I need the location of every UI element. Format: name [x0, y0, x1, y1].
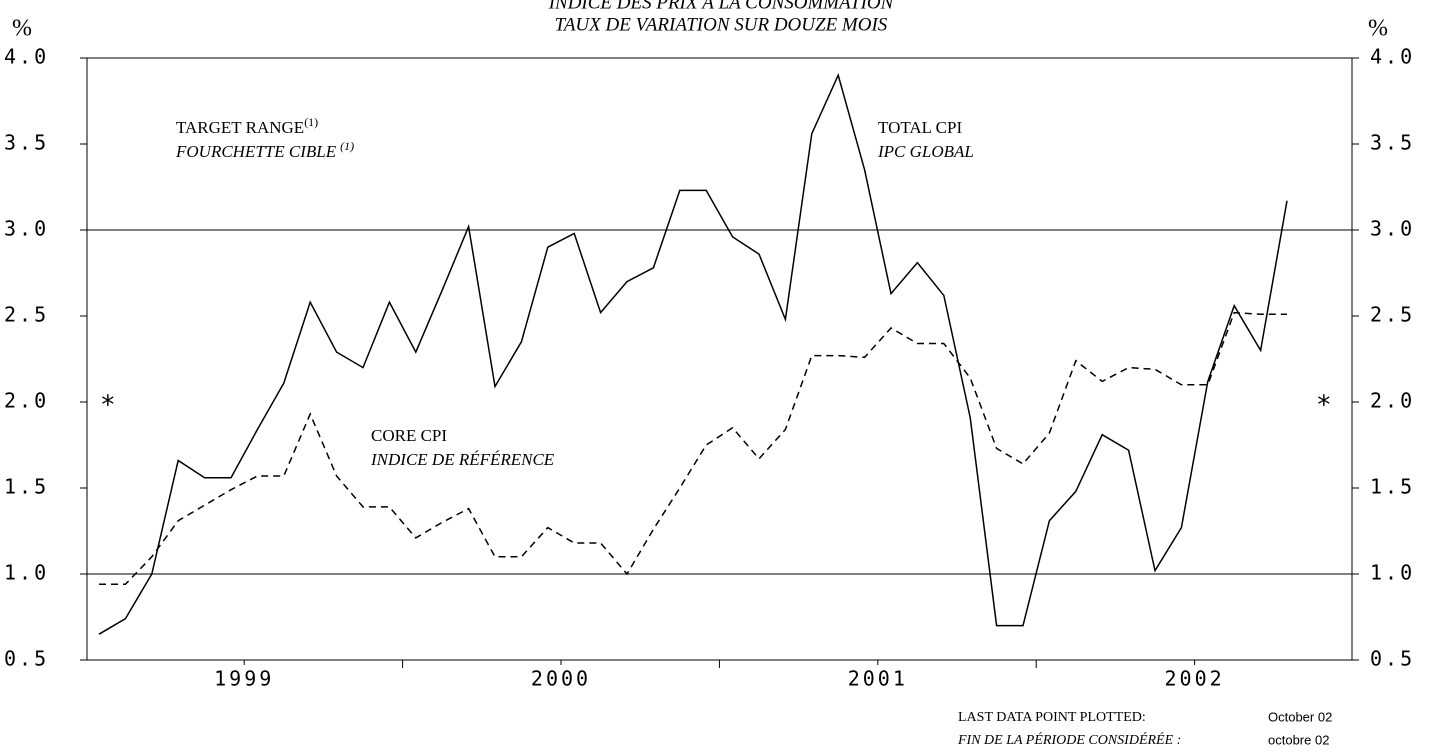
y-tick-label: 0.5: [4, 647, 49, 671]
y-tick-label: 2.5: [4, 303, 49, 327]
target-note-fr: (1): [340, 139, 354, 153]
chart-title: INDICE DES PRIX À LA CONSOMMATION: [548, 0, 895, 13]
target-label-fr-text: FOURCHETTE CIBLE: [175, 142, 337, 161]
y-tick-label: 1.5: [4, 475, 49, 499]
footer-label: LAST DATA POINT PLOTTED:: [958, 710, 1146, 725]
y2-tick-label: 0.5: [1370, 647, 1415, 671]
y-tick-label: 4.0: [4, 45, 49, 69]
y2-tick-label: 4.0: [1370, 45, 1415, 69]
y2-axis-label: %: [1368, 16, 1388, 42]
footer-value-fr: octobre 02: [1268, 732, 1329, 747]
y2-tick-label: 1.5: [1370, 475, 1415, 499]
series-line: [98, 73, 1288, 635]
series-line: [99, 311, 1287, 586]
series-label-fr: INDICE DE RÉFÉRENCE: [370, 450, 555, 469]
target-note: (1): [304, 115, 318, 129]
target-label-fr: FOURCHETTE CIBLE (1): [175, 139, 354, 161]
y-tick-label: 3.5: [4, 131, 49, 155]
series-label-fr: IPC GLOBAL: [877, 142, 974, 161]
footer-label-fr: FIN DE LA PÉRIODE CONSIDÉRÉE :: [957, 731, 1181, 748]
marker: *: [100, 391, 119, 421]
series-label: CORE CPI: [371, 426, 447, 445]
y2-tick-label: 2.5: [1370, 303, 1415, 327]
chart-subtitle: TAUX DE VARIATION SUR DOUZE MOIS: [555, 14, 888, 35]
target-label: TARGET RANGE(1): [176, 115, 318, 137]
x-tick-label: 2000: [531, 667, 591, 691]
y2-tick-label: 2.0: [1370, 389, 1415, 413]
y-tick-label: 3.0: [4, 217, 49, 241]
y2-tick-label: 3.0: [1370, 217, 1415, 241]
y2-tick-label: 3.5: [1370, 131, 1415, 155]
marker: *: [1316, 391, 1335, 421]
y-tick-label: 2.0: [4, 389, 49, 413]
y-tick-label: 1.0: [4, 561, 49, 585]
series-label: TOTAL CPI: [878, 118, 962, 137]
target-label-text: TARGET RANGE: [176, 118, 304, 137]
x-tick-label: 1999: [214, 667, 274, 691]
x-tick-label: 2002: [1165, 667, 1225, 691]
y-axis-label: %: [12, 16, 32, 42]
footer-value: October 02: [1268, 709, 1332, 724]
y2-tick-label: 1.0: [1370, 561, 1415, 585]
x-tick-label: 2001: [848, 667, 908, 691]
